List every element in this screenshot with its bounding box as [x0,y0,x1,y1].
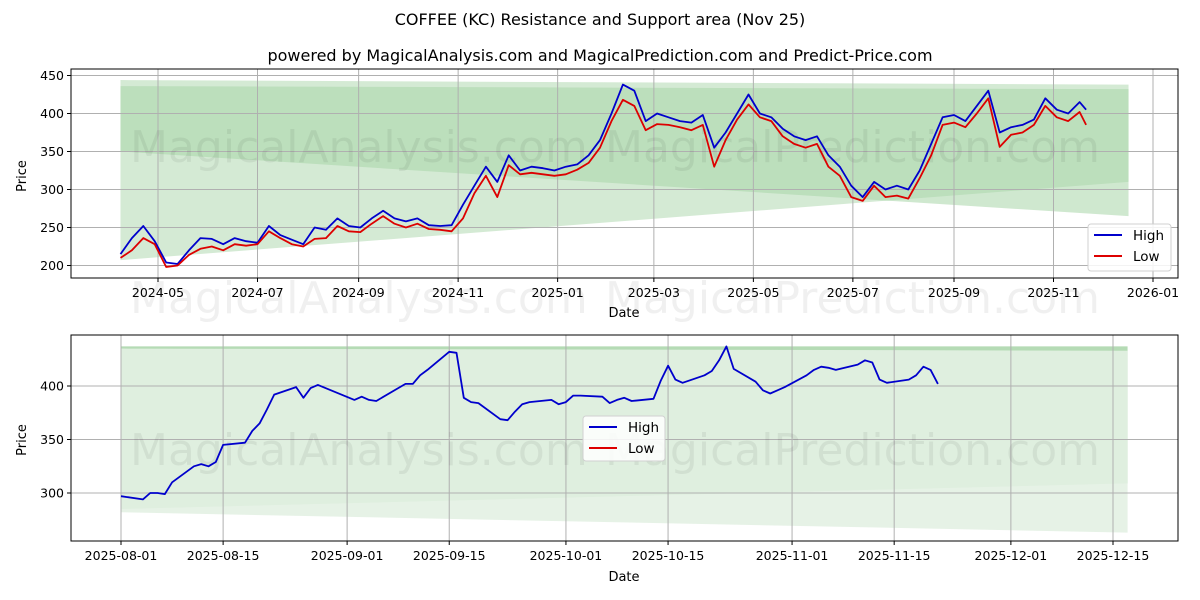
x-tick-label: 2025-12-15 [1077,548,1150,563]
x-tick-label: 2025-12-01 [975,548,1048,563]
price-lines [120,345,939,501]
legend: High Low [1087,223,1172,272]
y-tick-label: 300 [40,182,64,197]
x-tick-label: 2025-08-15 [187,548,260,563]
x-tick-label: 2024-11 [432,285,484,300]
x-tick-label: 2025-11-15 [858,548,931,563]
axis-ticks: 200 250 300 350 400 450 2024-05 2024-07 2024-09 2… [40,68,1179,300]
x-tick-label: 2025-05 [727,285,779,300]
y-tick-label: 400 [40,106,64,121]
legend-low-label: Low [628,441,655,457]
high-price-line [119,83,1087,265]
bottom-zoomed-price-chart: MagicalAnalysis.com MagicalPrediction.co… [15,334,1179,585]
watermark-right: MagicalPrediction.com [605,122,1100,173]
watermark-left: MagicalAnalysis.com [130,122,588,173]
y-tick-label: 250 [40,220,64,235]
y-axis-label: Price [15,160,30,192]
legend-high-label: High [628,420,659,436]
y-tick-label: 450 [40,68,64,83]
x-tick-label: 2025-01 [532,285,584,300]
legend: High Low [582,415,666,462]
x-axis-label: Date [608,306,639,321]
plot-frame [70,334,1179,542]
x-tick-label: 2025-09 [928,285,980,300]
x-tick-label: 2025-09-15 [413,548,486,563]
watermark-left-3: MagicalAnalysis.com [130,425,588,476]
x-tick-label: 2025-08-01 [85,548,158,563]
watermark-right-3: MagicalPrediction.com [605,425,1100,476]
y-tick-label: 350 [40,144,64,159]
plot-frame [70,68,1179,279]
price-lines [119,83,1087,268]
x-axis-label: Date [608,570,639,585]
legend-high-label: High [1133,228,1164,244]
y-tick-label: 400 [40,379,64,394]
x-tick-label: 2025-11-01 [756,548,829,563]
x-tick-label: 2025-11 [1027,285,1079,300]
chart-subtitle: powered by MagicalAnalysis.com and Magic… [267,46,933,65]
chart-title: COFFEE (KC) Resistance and Support area … [394,10,806,29]
x-tick-label: 2024-07 [231,285,283,300]
top-price-chart: MagicalAnalysis.com MagicalPrediction.co… [15,68,1179,324]
y-tick-label: 300 [40,486,64,501]
low-price-line [120,97,1087,268]
x-tick-label: 2026-01 [1127,285,1179,300]
y-tick-label: 350 [40,432,64,447]
x-tick-label: 2025-10-01 [530,548,603,563]
x-tick-label: 2025-09-01 [311,548,384,563]
high-price-line [120,345,939,501]
x-tick-label: 2024-05 [132,285,184,300]
x-tick-label: 2024-09 [333,285,385,300]
y-tick-label: 200 [40,258,64,273]
x-tick-label: 2025-10-15 [632,548,705,563]
x-tick-label: 2025-07 [827,285,879,300]
x-tick-label: 2025-03 [628,285,680,300]
legend-low-label: Low [1133,249,1160,265]
y-axis-label: Price [15,424,30,456]
axis-ticks: 300 350 400 2025-08-01 2025-08-15 2025-09-01 2… [40,379,1149,564]
